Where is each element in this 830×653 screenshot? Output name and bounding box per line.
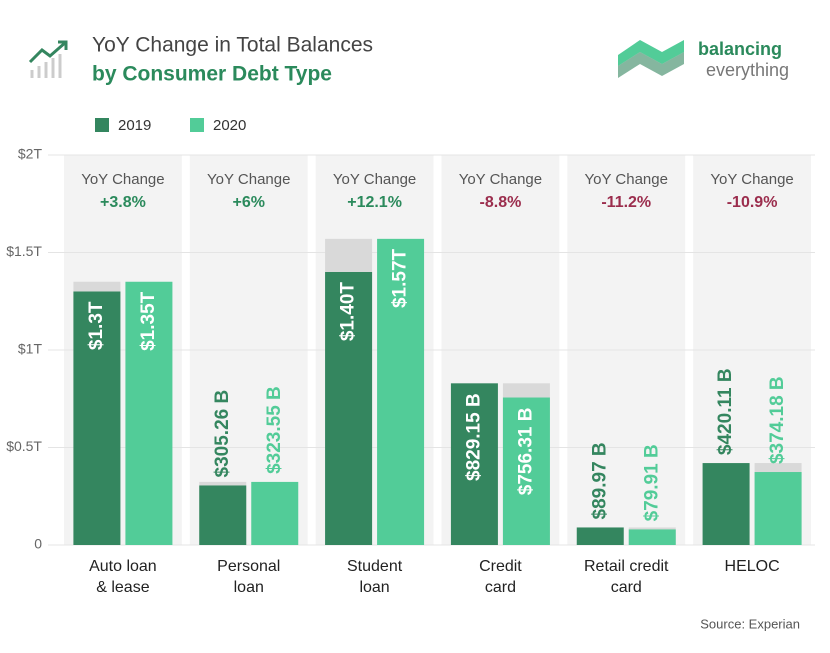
bar [502,397,550,545]
x-tick-label: Retail credit card [584,558,669,596]
yoy-change: +3.8% [100,194,146,211]
y-tick-label: $1.5T [6,243,42,259]
brand-sub: everything [706,60,789,80]
legend-label: 2020 [213,117,246,134]
bar [199,485,247,545]
yoy-label: YoY Change [207,171,290,188]
chart-title: YoY Change in Total Balances [92,34,373,57]
value-label: $323.55 B [264,386,285,474]
yoy-change: -10.9% [727,194,778,211]
x-tick-label: HELOC [724,558,780,575]
value-label: $1.40T [338,282,359,342]
yoy-change: +12.1% [347,194,402,211]
value-label: $829.15 B [463,393,484,481]
bar [628,529,676,545]
yoy-label: YoY Change [459,171,542,188]
y-tick-label: $2T [18,146,43,162]
legend-swatch [190,118,204,132]
yoy-label: YoY Change [81,171,164,188]
value-label: $420.11 B [715,368,736,455]
bar [377,238,425,545]
bar [251,481,299,545]
value-label: $1.3T [86,301,107,350]
legend-swatch [95,118,109,132]
brand-name: balancing [698,39,782,59]
yoy-change: +6% [233,194,265,211]
bar [702,463,750,545]
brand-logo [618,40,684,78]
source: Source: Experian [700,616,800,631]
bar [125,281,173,545]
y-tick-label: $1T [18,341,43,357]
x-tick-label: Auto loan & lease [89,558,157,596]
title-icon [28,40,68,78]
value-label: $89.97 B [589,442,610,519]
y-tick-label: 0 [34,536,42,552]
value-label: $374.18 B [767,376,788,464]
value-label: $1.35T [138,291,159,351]
yoy-label: YoY Change [585,171,668,188]
x-tick-label: Personal loan [217,558,281,596]
yoy-label: YoY Change [333,171,416,188]
x-tick-label: Student loan [347,558,403,596]
yoy-label: YoY Change [710,171,793,188]
bar [450,383,498,545]
value-label: $305.26 B [212,390,233,478]
bar [325,272,373,545]
bar [576,527,624,545]
x-tick-label: Credit card [479,558,522,596]
value-label: $79.91 B [641,444,662,521]
yoy-change: -11.2% [601,194,651,211]
bar [73,291,121,545]
legend-label: 2019 [118,117,151,134]
yoy-change: -8.8% [480,194,522,211]
value-label: $1.57T [390,248,411,308]
bar [754,472,802,545]
chart-subtitle: by Consumer Debt Type [92,63,332,86]
value-label: $756.31 B [515,408,536,496]
y-tick-label: $0.5T [6,438,42,454]
